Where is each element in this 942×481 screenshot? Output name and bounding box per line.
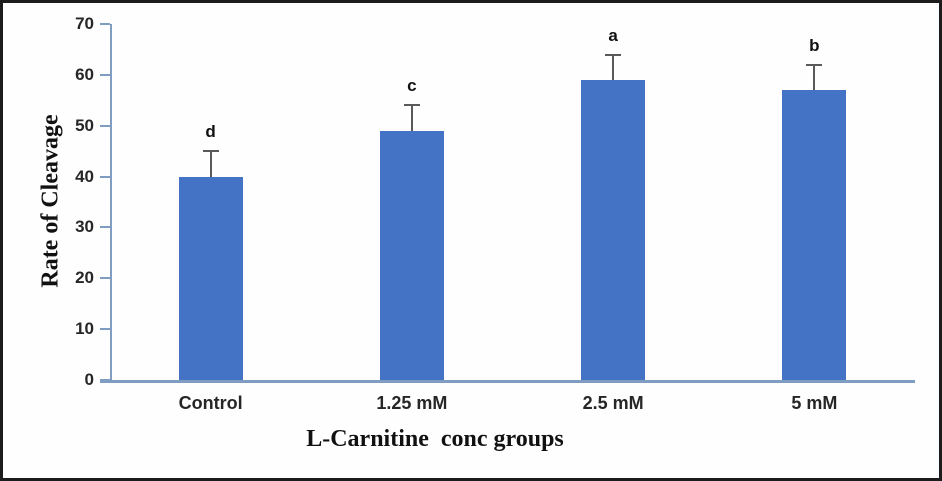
y-tick-label: 60 <box>75 64 94 84</box>
significance-letter: a <box>608 25 618 45</box>
y-axis-title: Rate of Cleavage <box>37 114 64 288</box>
y-tick-mark <box>100 73 110 76</box>
x-tick-label: 1.25 mM <box>376 393 448 413</box>
y-tick-label: 50 <box>75 115 94 135</box>
error-bar-cap <box>806 63 823 66</box>
significance-letter: c <box>407 76 417 96</box>
y-tick-label: 70 <box>75 14 94 33</box>
bar-5-mm <box>782 90 847 380</box>
bar-1-25-mm <box>379 130 444 380</box>
significance-letter: d <box>205 122 216 142</box>
x-axis-line <box>100 380 915 383</box>
y-tick-label: 30 <box>75 217 94 237</box>
bar-2-5-mm <box>581 79 646 380</box>
error-bar-line <box>612 54 615 80</box>
plot-area: Rate of Cleavage L-Carnitine conc groups… <box>3 3 939 478</box>
x-tick-label: 5 mM <box>791 393 838 413</box>
y-tick-label: 0 <box>84 370 94 389</box>
bar-control <box>178 176 243 380</box>
y-tick-mark <box>100 328 110 331</box>
y-tick-label: 10 <box>75 319 94 339</box>
x-tick-label: Control <box>178 393 243 413</box>
y-tick-mark <box>100 175 110 178</box>
y-axis-line <box>110 24 112 380</box>
error-bar-cap <box>403 104 420 107</box>
y-tick-label: 20 <box>75 268 94 288</box>
error-bar-line <box>410 105 413 131</box>
error-bar-line <box>209 151 212 177</box>
y-tick-mark <box>100 379 110 381</box>
y-tick-mark <box>100 226 110 229</box>
x-tick-label: 2.5 mM <box>582 393 644 413</box>
significance-letter: b <box>809 35 820 55</box>
error-bar-cap <box>605 53 622 56</box>
y-tick-mark <box>100 124 110 127</box>
error-bar-line <box>813 64 816 91</box>
y-tick-mark <box>100 277 110 280</box>
y-tick-label: 40 <box>75 166 94 186</box>
y-tick-mark <box>100 23 110 25</box>
error-bar-cap <box>202 150 219 153</box>
x-axis-title: L-Carnitine conc groups <box>306 426 564 452</box>
